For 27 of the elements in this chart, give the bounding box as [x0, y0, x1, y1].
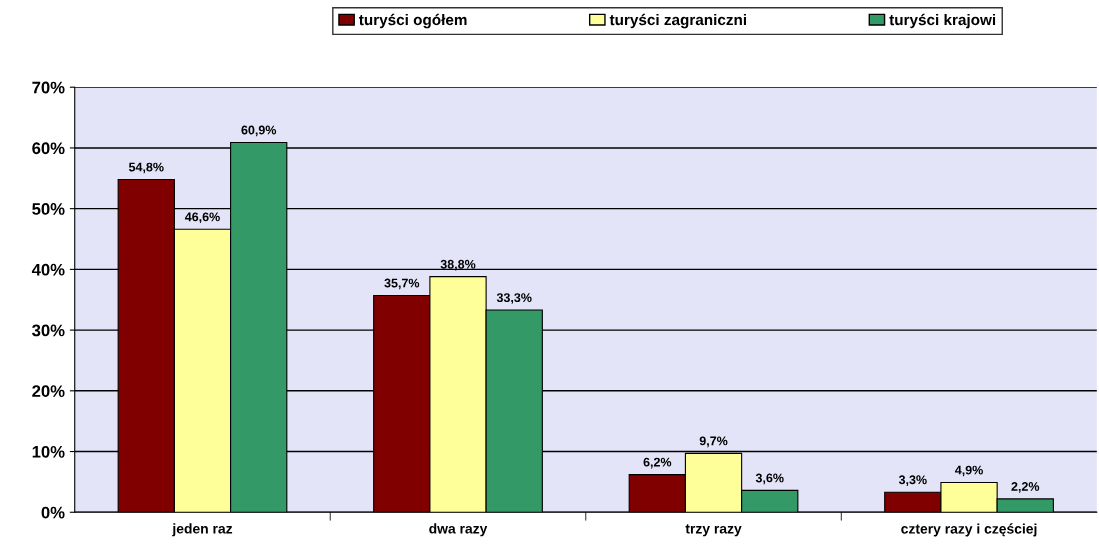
data-label: 4,9% — [954, 465, 983, 477]
data-label: 38,8% — [440, 259, 476, 271]
y-tick-label: 60% — [32, 142, 65, 155]
legend-label: turyści ogółem — [358, 13, 467, 29]
x-tick-label: jeden raz — [172, 523, 233, 537]
y-tick-label: 10% — [32, 445, 65, 458]
data-label: 33,3% — [496, 293, 532, 304]
data-label: 2,2% — [1011, 482, 1040, 493]
data-label: 3,6% — [755, 473, 784, 485]
x-tick-label: trzy razy — [685, 524, 742, 537]
data-label: 46,6% — [184, 212, 220, 224]
data-label: 54,8% — [128, 162, 164, 174]
y-tick-label: 50% — [32, 203, 65, 215]
y-tick-label: 40% — [31, 263, 65, 276]
y-tick-label: 0% — [41, 506, 65, 519]
x-tick-label: cztery razy i częściej — [901, 523, 1037, 537]
data-label: 3,3% — [898, 475, 927, 486]
data-label: 60,9% — [241, 125, 277, 137]
x-tick-label: dwa razy — [429, 523, 488, 537]
legend-label: turyści krajowi — [889, 13, 996, 29]
legend-label: turyści zagraniczni — [609, 13, 746, 29]
data-label: 9,7% — [699, 436, 728, 448]
y-tick-label: 70% — [32, 81, 65, 94]
y-tick-label: 20% — [32, 385, 65, 398]
data-label: 35,7% — [384, 278, 420, 290]
y-tick-label: 30% — [32, 324, 65, 337]
data-label: 6,2% — [643, 457, 672, 469]
